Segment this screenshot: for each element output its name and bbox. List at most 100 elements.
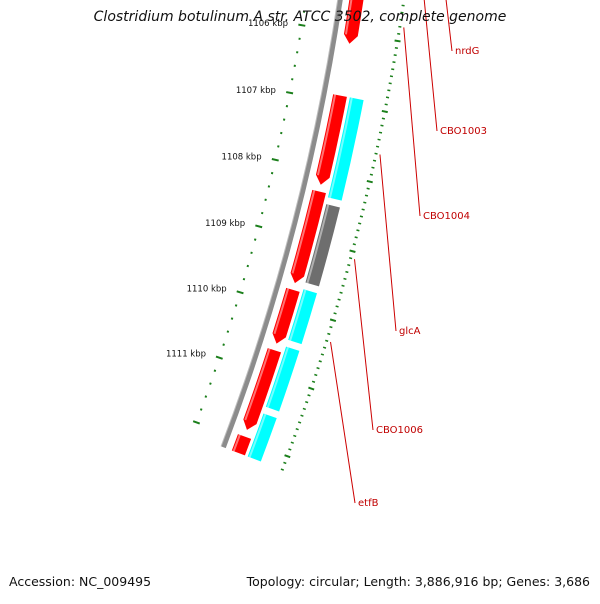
- outer-tick: [370, 174, 373, 175]
- outer-tick: [378, 139, 381, 140]
- scale-label-1107: 1107 kbp: [236, 86, 276, 96]
- outer-tick: [317, 368, 320, 369]
- outer-tick: [367, 181, 373, 182]
- accession-text: Accession: NC_009495: [9, 574, 151, 589]
- scale-tick: [235, 305, 237, 306]
- scale-tick: [254, 239, 256, 240]
- outer-tick: [350, 250, 356, 252]
- outer-tick: [356, 230, 359, 231]
- scale-label-1111: 1111 kbp: [166, 349, 206, 359]
- scale-label-1109: 1109 kbp: [205, 219, 245, 229]
- scale-tick: [209, 383, 211, 384]
- forward-gene-8: [232, 434, 251, 455]
- gene-label-etfB: etfB: [358, 498, 379, 509]
- gene-leader-etfB: [331, 342, 355, 503]
- gene-label-CBO1003: CBO1003: [440, 126, 487, 137]
- outer-tick: [344, 278, 347, 279]
- outer-tick: [392, 62, 395, 63]
- gene-label-nrdG: nrdG: [455, 46, 479, 57]
- outer-tick: [375, 153, 378, 154]
- outer-tick: [319, 361, 322, 362]
- outer-tick: [321, 354, 324, 355]
- outer-tick: [373, 160, 376, 161]
- gene-label-glcA: glcA: [399, 326, 421, 337]
- gene-leader-nrdG: [426, 0, 452, 51]
- outer-tick: [363, 202, 366, 203]
- gene-label-CBO1004: CBO1004: [423, 211, 470, 222]
- scale-tick: [200, 409, 202, 410]
- outer-tick: [358, 223, 361, 224]
- scale-tick: [193, 421, 200, 423]
- outer-tick: [394, 55, 397, 56]
- scale-tick: [251, 253, 253, 254]
- outer-tick: [345, 272, 348, 273]
- outer-tick: [386, 97, 389, 98]
- scale-tick: [255, 225, 262, 227]
- scale-tick: [227, 331, 229, 332]
- outer-tick: [329, 327, 332, 328]
- outer-tick: [283, 462, 286, 463]
- outer-tick: [308, 388, 314, 390]
- outer-tick: [342, 285, 345, 286]
- outer-tick: [296, 429, 299, 430]
- outer-tick: [371, 167, 374, 168]
- outer-tick: [347, 265, 350, 266]
- outer-tick: [389, 83, 392, 84]
- scale-tick: [216, 357, 223, 359]
- scale-tick: [243, 279, 245, 280]
- scale-tick: [214, 370, 216, 371]
- scale-tick: [223, 344, 225, 345]
- outer-tick: [365, 195, 368, 196]
- scale-tick: [261, 213, 263, 214]
- outer-tick: [293, 435, 296, 436]
- outer-tick: [338, 299, 341, 300]
- outer-tick: [353, 244, 356, 245]
- outer-tick: [387, 90, 390, 91]
- outer-tick: [380, 125, 383, 126]
- outer-tick: [385, 104, 388, 105]
- outer-tick: [362, 209, 365, 210]
- outer-tick: [382, 118, 385, 119]
- outer-tick: [391, 69, 394, 70]
- outer-tick: [349, 258, 352, 259]
- scale-tick: [231, 318, 233, 319]
- outer-tick: [288, 449, 291, 450]
- outer-tick: [367, 188, 370, 189]
- outer-tick: [336, 306, 339, 307]
- outer-tick: [281, 469, 284, 470]
- scale-tick: [272, 159, 279, 161]
- outer-tick: [308, 395, 311, 396]
- scale-tick: [286, 92, 293, 93]
- gene-label-CBO1006: CBO1006: [376, 425, 423, 436]
- outer-tick: [395, 40, 401, 41]
- outer-tick: [390, 76, 393, 77]
- scale-label-1108: 1108 kbp: [222, 153, 262, 163]
- map-title: Clostridium botulinum A str. ATCC 3502, …: [0, 9, 600, 25]
- outer-tick: [382, 111, 388, 112]
- scale-tick: [205, 396, 207, 397]
- gene-leader-CBO1006: [355, 259, 373, 430]
- outer-tick: [312, 381, 315, 382]
- gene-leader-glcA: [380, 154, 396, 331]
- outer-tick: [323, 347, 326, 348]
- outer-tick: [303, 408, 306, 409]
- outer-tick: [301, 415, 304, 416]
- scale-tick: [247, 266, 249, 267]
- scale-tick: [237, 291, 244, 293]
- genome-summary: Topology: circular; Length: 3,886,916 bp…: [247, 574, 590, 589]
- outer-tick: [285, 455, 291, 457]
- outer-tick: [291, 442, 294, 443]
- outer-tick: [379, 132, 382, 133]
- outer-tick: [376, 146, 379, 147]
- outer-tick: [355, 237, 358, 238]
- outer-tick: [340, 292, 343, 293]
- outer-tick: [325, 340, 328, 341]
- outer-tick: [314, 374, 317, 375]
- gene-leader-CBO1004: [404, 27, 420, 216]
- outer-tick: [330, 319, 336, 321]
- scale-label-1110: 1110 kbp: [187, 284, 227, 294]
- outer-tick: [360, 216, 363, 217]
- outer-tick: [305, 402, 308, 403]
